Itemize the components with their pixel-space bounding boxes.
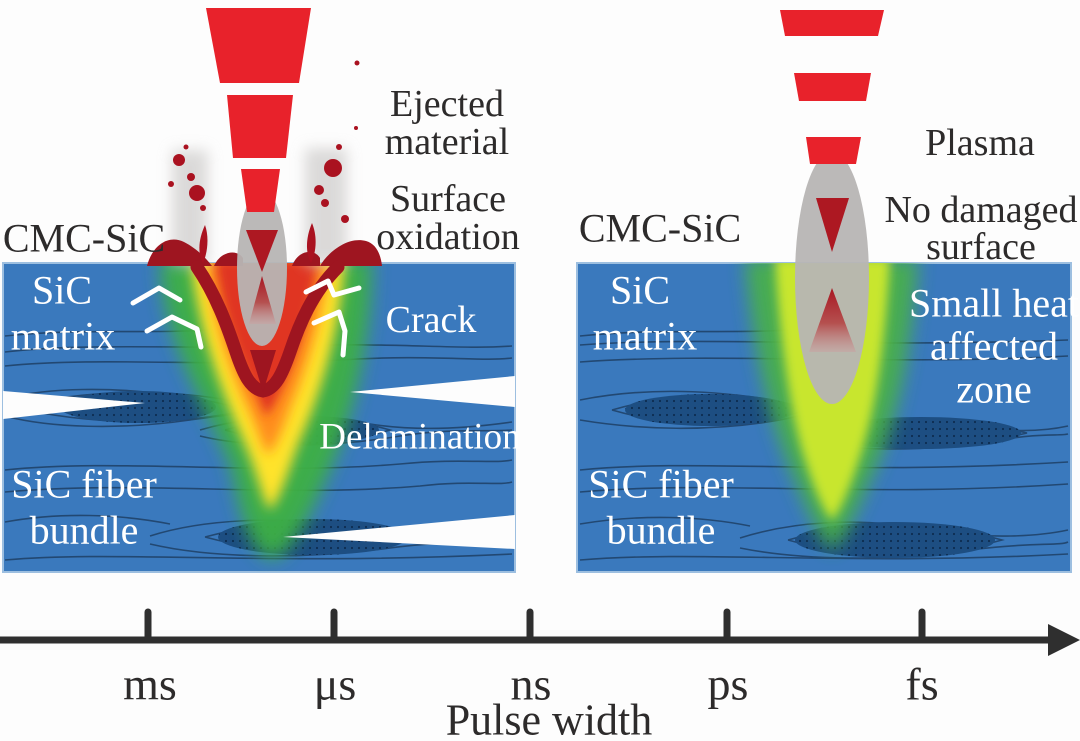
short-pulse-panel: CMC-SiC Plasma No damaged surface SiC ma… (576, 10, 1079, 573)
axis-title: Pulse width (446, 696, 653, 741)
focus-cone-lower (249, 276, 276, 324)
left-fiber-label-line1: SiC fiber (11, 462, 157, 507)
no-damage-label-line2: surface (926, 226, 1036, 268)
ejected-droplets (168, 60, 360, 263)
tick-label-ms: ms (123, 659, 177, 710)
delamination-label: Delamination (319, 417, 520, 458)
focus-cone-upper (246, 230, 278, 272)
tick-label-ps: ps (708, 659, 749, 710)
plasma-ellipse (795, 152, 869, 404)
ejected-material-label-line2: material (385, 121, 509, 163)
surface-oxidation-label-line2: oxidation (376, 216, 520, 258)
left-matrix-label-line1: SiC (32, 268, 92, 313)
crack-label: Crack (386, 299, 477, 341)
no-damage-label-line1: No damaged (884, 189, 1077, 231)
crack-lines (130, 278, 362, 358)
haz-label-line3: zone (956, 367, 1032, 412)
delamination-gaps (3, 376, 515, 549)
axis-ticks (144, 608, 926, 643)
tick-label-ns: ns (511, 659, 552, 710)
focus-cone-lower (809, 288, 856, 352)
plasma-label: Plasma (925, 122, 1035, 164)
right-matrix-label-line2: matrix (593, 314, 697, 359)
axis-arrow-icon (1048, 624, 1080, 656)
tick-label-fs: fs (905, 659, 938, 710)
laser-beam (206, 8, 311, 212)
surface-oxidation-label-line1: Surface (390, 178, 506, 220)
long-pulse-panel: CMC-SiC SiC matrix Ejected material Surf… (2, 8, 521, 573)
ejected-material-label-line1: Ejected (390, 83, 504, 125)
left-matrix-label-line2: matrix (11, 314, 115, 359)
right-matrix-label-line1: SiC (610, 268, 670, 313)
surface-oxidation-crater (147, 239, 382, 398)
left-fiber-label-line2: bundle (30, 508, 139, 553)
haz-label-line1: Small heat (909, 281, 1079, 326)
right-material-label: CMC-SiC (579, 206, 741, 251)
haz-label-line2: affected (930, 324, 1058, 369)
left-material-label: CMC-SiC (3, 216, 165, 261)
right-fiber-label-line1: SiC fiber (588, 462, 734, 507)
pulse-width-axis: ms μs ns ps fs Pulse width (0, 608, 1080, 741)
focus-cone-upper (816, 198, 849, 252)
right-fiber-label-line2: bundle (607, 508, 716, 553)
pulsed-laser-beam (780, 10, 884, 164)
plasma-ellipse (237, 190, 287, 346)
tick-label-us: μs (314, 659, 357, 710)
